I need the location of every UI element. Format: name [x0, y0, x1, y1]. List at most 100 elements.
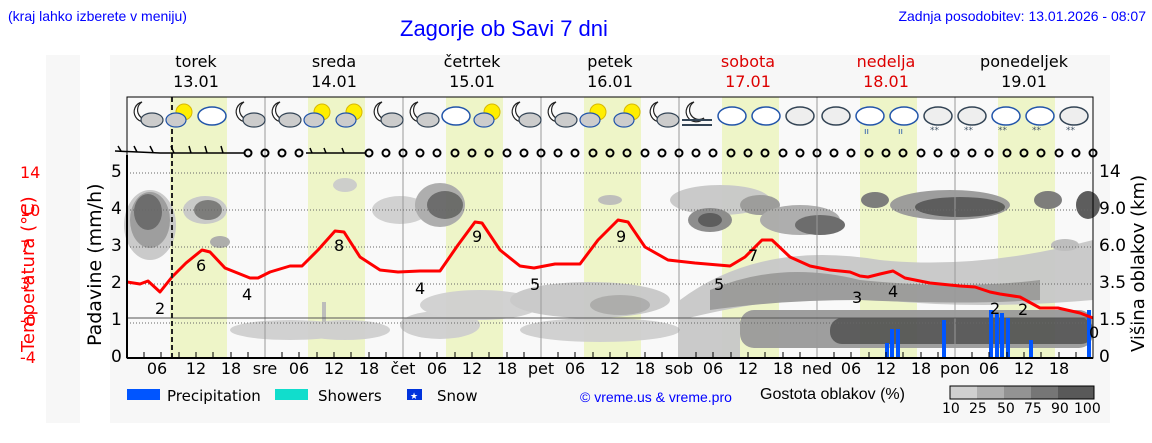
- svg-text:**: **: [1066, 126, 1076, 136]
- svg-text:9: 9: [472, 227, 482, 246]
- cloud-density-scale: [949, 385, 1095, 400]
- precip-tick: 4: [111, 199, 122, 219]
- snow-swatch: [407, 389, 422, 400]
- day-header: nedelja 18.01: [856, 52, 916, 91]
- sun-cloud-icon: [335, 103, 363, 128]
- svg-text:6: 6: [196, 256, 206, 275]
- moon-cloud-icon: [409, 101, 440, 128]
- svg-text:5: 5: [714, 275, 724, 294]
- moon-cloud-icon: [649, 101, 680, 128]
- cloud-tick: 0: [1099, 347, 1110, 367]
- temp-tick: 14: [20, 163, 41, 182]
- cloud-snow-icon: **: [1059, 106, 1089, 136]
- temp-tick: -0: [20, 311, 36, 330]
- day-header: sreda 14.01: [311, 52, 357, 91]
- wind-row: [114, 145, 365, 154]
- snow-star-icon: ★: [410, 392, 418, 402]
- svg-text:**: **: [964, 126, 974, 136]
- day-header: torek 13.01: [173, 52, 219, 91]
- svg-text:2: 2: [1018, 300, 1028, 319]
- precip-tick: 2: [111, 273, 122, 293]
- cloud-snow-icon: **: [1025, 106, 1055, 136]
- svg-text:0: 0: [1089, 323, 1099, 342]
- svg-text:4: 4: [888, 282, 898, 301]
- calm-wind-circles: [243, 148, 1098, 158]
- moon-fog-icon: [682, 101, 712, 126]
- density-label: Gostota oblakov (%): [760, 386, 905, 403]
- cloud-tick: 6.0: [1099, 236, 1127, 256]
- sun-cloud-icon: [303, 103, 331, 128]
- cloud-icon: [717, 106, 747, 126]
- cloud-tick: 3.5: [1099, 273, 1127, 293]
- cloud-tick: 14: [1099, 162, 1121, 182]
- sun-cloud-icon: [613, 103, 641, 128]
- hour-ticks: [143, 352, 1077, 358]
- sun-cloud-icon: [579, 103, 607, 128]
- density-tick: 90: [1051, 401, 1069, 417]
- precip-bars: [885, 310, 1091, 358]
- cloud-icon: [441, 106, 471, 126]
- cloud-icon: [197, 106, 227, 126]
- svg-text:8: 8: [334, 236, 344, 255]
- svg-text:4: 4: [242, 285, 252, 304]
- svg-text:ıı: ıı: [864, 127, 869, 137]
- cloud-tick: 9.0: [1099, 199, 1127, 219]
- svg-text:**: **: [1032, 126, 1042, 136]
- cloud-rain-icon: ıı: [889, 106, 919, 137]
- svg-text:5: 5: [530, 275, 540, 294]
- cloud-rain-icon: ıı: [855, 106, 885, 137]
- svg-text:**: **: [998, 126, 1008, 136]
- svg-text:ıı: ıı: [898, 127, 903, 137]
- sun-cloud-icon: [165, 103, 193, 128]
- moon-cloud-icon: [373, 101, 404, 128]
- legend-snow: Snow: [437, 387, 478, 405]
- chart-title: Zagorje ob Savi 7 dni: [400, 16, 608, 41]
- svg-text:2: 2: [155, 299, 165, 318]
- moon-cloud-icon: [511, 101, 542, 128]
- moon-cloud-icon: [235, 101, 266, 128]
- cloud-snow-icon: **: [991, 106, 1021, 136]
- cloud-snow-icon: **: [957, 106, 987, 136]
- day-header: sobota 17.01: [720, 52, 776, 91]
- precipitation-swatch: [127, 389, 160, 400]
- svg-text:7: 7: [748, 246, 758, 265]
- svg-text:4: 4: [415, 279, 425, 298]
- svg-text:3: 3: [852, 288, 862, 307]
- day-header: petek 16.01: [587, 52, 633, 91]
- temp-tick: 3: [20, 274, 31, 293]
- cloud-icon: [785, 106, 815, 126]
- day-separators: [264, 97, 956, 358]
- cloud-icon: [821, 106, 851, 126]
- temp-tick: 10: [20, 201, 41, 220]
- temperature-line: [126, 218, 1094, 320]
- sun-cloud-icon: [473, 103, 501, 128]
- day-header: četrtek 15.01: [443, 52, 501, 91]
- credit-link[interactable]: © vreme.us & vreme.pro: [580, 389, 732, 405]
- temp-axis-panel: [46, 55, 80, 423]
- location-hint: (kraj lahko izberete v meniju): [8, 8, 187, 24]
- density-tick: 50: [997, 401, 1015, 417]
- cloud-snow-icon: **: [923, 106, 953, 136]
- svg-text:9: 9: [616, 227, 626, 246]
- moon-cloud-icon: [547, 101, 578, 128]
- temp-tick: -4: [20, 348, 36, 367]
- temp-tick: 7: [20, 237, 31, 256]
- density-tick: 25: [969, 401, 987, 417]
- svg-text:**: **: [930, 126, 940, 136]
- precip-tick: 3: [111, 236, 122, 256]
- density-tick: 10: [942, 401, 960, 417]
- moon-cloud-icon: [271, 101, 302, 128]
- weather-icons: ıı ıı ** ** ** ** **: [133, 101, 1089, 137]
- legend-precipitation: Precipitation: [167, 387, 261, 405]
- moon-cloud-icon: [133, 101, 164, 128]
- last-updated: Zadnja posodobitev: 13.01.2026 - 08:07: [898, 8, 1146, 24]
- density-tick: 75: [1024, 401, 1042, 417]
- legend-showers: Showers: [318, 387, 382, 405]
- precip-tick: 0: [111, 347, 122, 367]
- precip-tick: 1: [111, 310, 122, 330]
- svg-text:2: 2: [990, 299, 1000, 318]
- precip-tick: 5: [111, 162, 122, 182]
- cloud-icon: [751, 106, 781, 126]
- density-tick: 100: [1074, 401, 1101, 417]
